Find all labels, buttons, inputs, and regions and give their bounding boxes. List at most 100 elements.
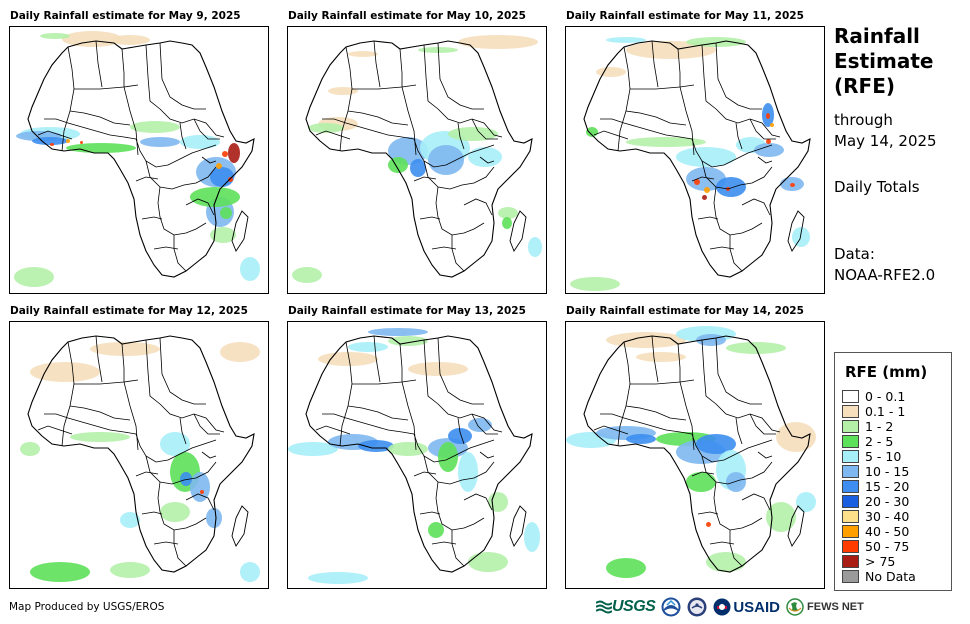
legend-label: 10 - 15 <box>865 463 910 479</box>
rain-area <box>766 139 771 144</box>
africa-outline <box>583 40 811 278</box>
legend-label: No Data <box>865 568 916 584</box>
country-border <box>691 176 715 182</box>
rain-area <box>66 143 136 153</box>
fews-net-logo[interactable]: FEWS NET <box>786 598 864 616</box>
rain-area <box>160 432 190 456</box>
rain-area <box>606 558 646 578</box>
panel-title-may9: Daily Rainfall estimate for May 9, 2025 <box>10 10 241 22</box>
legend-item: 0.1 - 1 <box>842 404 905 419</box>
country-border <box>431 541 457 545</box>
rain-area <box>468 418 492 432</box>
rain-area <box>388 336 428 346</box>
country-border <box>757 156 773 164</box>
rain-area <box>66 139 70 143</box>
madagascar-outline <box>787 505 805 547</box>
country-border <box>479 156 495 164</box>
country-border <box>193 413 220 435</box>
country-border <box>413 138 495 168</box>
rain-area <box>220 342 260 362</box>
country-border <box>347 405 409 421</box>
legend-title: RFE (mm) <box>845 363 928 381</box>
country-border <box>141 216 163 220</box>
madagascar-outline <box>509 210 527 252</box>
country-border <box>185 493 215 511</box>
side-title-line1: Rainfall <box>834 24 920 48</box>
country-border <box>757 451 773 459</box>
rain-area <box>206 508 222 528</box>
country-border <box>701 44 781 138</box>
legend-swatch <box>842 389 859 403</box>
legend-swatch <box>842 404 859 418</box>
usgs-logo[interactable]: USGS <box>596 598 656 616</box>
country-border <box>697 216 719 220</box>
rain-area <box>626 137 706 147</box>
map-panel-may10[interactable] <box>287 26 547 294</box>
rain-area <box>528 237 542 257</box>
rain-area <box>90 342 160 356</box>
country-border <box>145 44 225 138</box>
map-panel-may9[interactable] <box>9 26 269 294</box>
legend-label: 5 - 10 <box>865 448 902 464</box>
country-border <box>423 160 495 190</box>
usaid-logo-text: USAID <box>733 598 781 616</box>
country-border <box>749 118 776 140</box>
country-border <box>179 417 187 445</box>
country-border <box>437 337 484 405</box>
country-border <box>95 335 103 383</box>
noaa-logo[interactable] <box>661 597 681 617</box>
country-border <box>135 176 159 182</box>
africa-outline <box>27 335 255 573</box>
rain-area <box>130 121 180 133</box>
madagascar-outline <box>787 210 805 252</box>
map-panel-may13[interactable] <box>287 321 547 589</box>
country-border <box>95 40 103 88</box>
map-panel-may12[interactable] <box>9 321 269 589</box>
country-border <box>463 198 493 216</box>
rain-area <box>222 151 228 157</box>
usaid-logo[interactable]: USAID <box>713 598 780 616</box>
rain-area <box>596 67 626 77</box>
country-border <box>141 511 163 515</box>
country-border <box>373 335 381 383</box>
country-border <box>145 339 225 433</box>
rain-area <box>388 442 428 456</box>
africa-outline <box>27 40 255 278</box>
map-credit: Map Produced by USGS/EROS <box>9 601 165 613</box>
rain-area <box>140 137 180 147</box>
rain-area <box>438 442 458 472</box>
country-border <box>617 341 631 447</box>
country-border <box>617 46 631 152</box>
panel-title-may12: Daily Rainfall estimate for May 12, 2025 <box>10 305 248 317</box>
dos-seal[interactable] <box>687 597 707 617</box>
country-border <box>201 451 217 459</box>
rain-area <box>308 123 344 133</box>
through-date: May 14, 2025 <box>834 132 937 150</box>
legend-swatch <box>842 449 859 463</box>
rain-area <box>30 362 100 382</box>
usgs-logo-text: USGS <box>612 598 656 615</box>
country-border <box>741 493 771 511</box>
country-border <box>471 118 498 140</box>
rainfall-layer <box>20 342 260 582</box>
legend-label: 20 - 30 <box>865 493 910 509</box>
africa-map <box>292 35 542 283</box>
legend-item: 40 - 50 <box>842 524 909 539</box>
country-border <box>435 186 485 236</box>
side-title-line2: Estimate <box>834 49 934 73</box>
country-border <box>709 246 735 250</box>
country-border <box>157 186 207 236</box>
map-panel-may14[interactable] <box>565 321 825 589</box>
rain-area <box>458 35 538 49</box>
map-panel-may11[interactable] <box>565 26 825 294</box>
rain-area <box>388 157 408 173</box>
country-border <box>479 451 495 459</box>
usgs-wave-icon <box>596 600 612 614</box>
madagascar-outline <box>509 505 527 547</box>
legend-swatch <box>842 494 859 508</box>
rain-area <box>228 177 233 182</box>
africa-map <box>20 335 260 582</box>
country-border <box>457 417 465 445</box>
country-borders <box>315 335 503 567</box>
